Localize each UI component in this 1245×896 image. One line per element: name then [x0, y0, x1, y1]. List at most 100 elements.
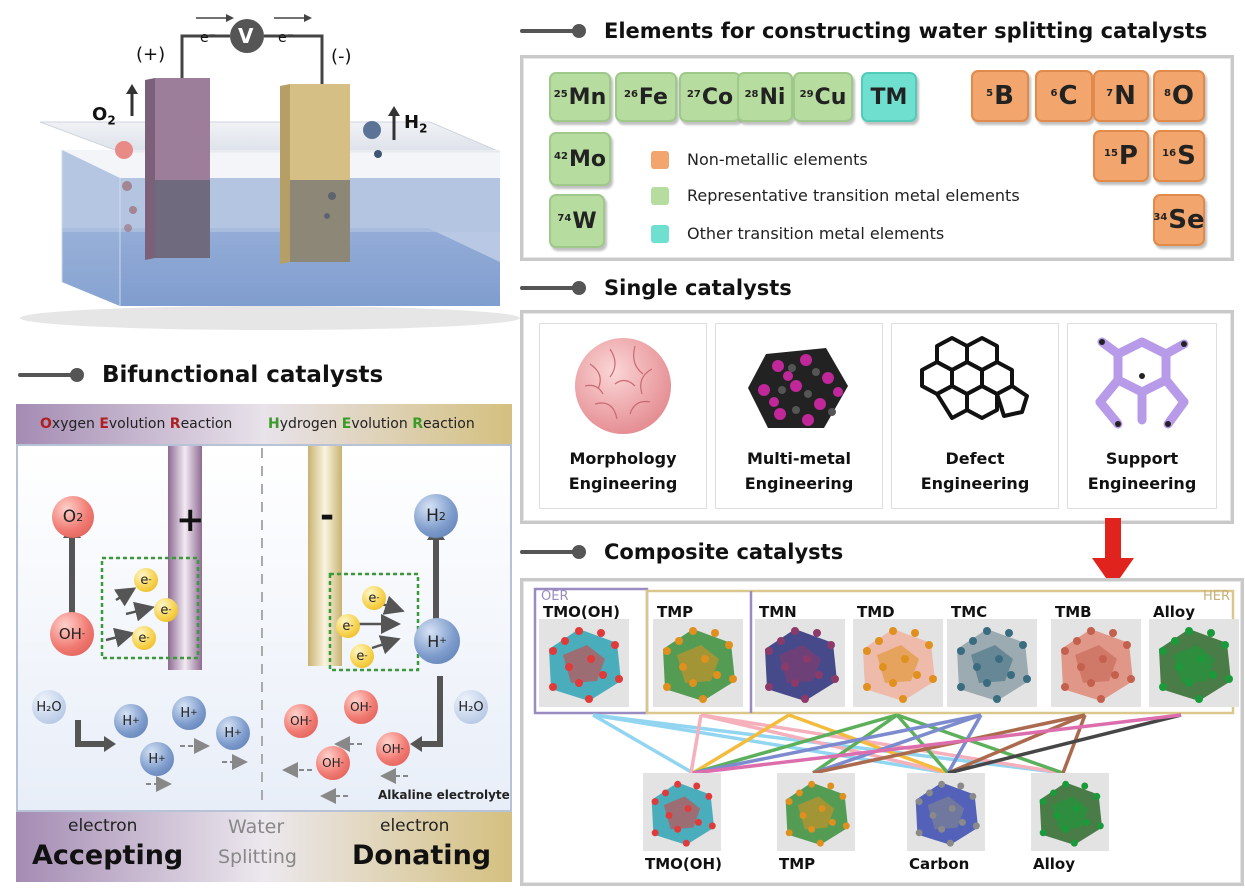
anode-sign: (+) — [136, 44, 166, 65]
element-tile-p: 15 P — [1093, 130, 1149, 182]
reaction-diagram — [63, 446, 445, 808]
element-symbol: P — [1118, 141, 1138, 171]
composite-bottom-label: TMO(OH) — [645, 855, 722, 873]
donating-small: electron — [380, 816, 450, 836]
element-tile-ni: 28 Ni — [737, 72, 793, 122]
atomic-number: 74 — [557, 212, 572, 224]
accepting-small: electron — [68, 816, 138, 836]
composite-bottom-tmooh-structure — [643, 773, 721, 851]
element-symbol: Ni — [759, 84, 786, 110]
oh-ion-1: OH - — [284, 704, 318, 738]
single-section-header: Single catalysts — [520, 276, 792, 300]
element-tile-w: 74 W — [549, 194, 605, 248]
element-tile-se: 34 Se — [1153, 194, 1205, 246]
composite-top-label: TMB — [1055, 603, 1092, 621]
single-panel: Morphology Engineering Multi-metal Enginee… — [520, 310, 1234, 524]
multimetal-cluster-icon — [748, 348, 848, 428]
composite-top-label: TMD — [857, 603, 895, 621]
legend-swatch — [651, 150, 669, 169]
support-to-composite-arrow — [1088, 518, 1138, 594]
defect-graphene-icon — [920, 336, 1029, 420]
electron-her-1: e- — [362, 586, 386, 610]
h2-gas-label: H2 — [404, 112, 428, 136]
splitting-label: Splitting — [218, 846, 297, 868]
accepting-big: Accepting — [32, 840, 184, 871]
elements-section-header: Elements for constructing water splittin… — [520, 19, 1207, 43]
crystal-structure-icon — [765, 627, 839, 703]
h2o-molecule-left: H₂O — [32, 690, 66, 724]
composite-section-header: Composite catalysts — [520, 540, 843, 564]
composite-bottom-label: TMP — [779, 855, 816, 873]
single-title: Single catalysts — [604, 276, 792, 300]
composite-bottom-alloy-structure — [1031, 773, 1109, 851]
composite-panel: OER HER TMO(OH) TMP TMN TMD TMC TMB Alloy TMO(… — [520, 578, 1244, 886]
composite-top-tmn-structure — [755, 619, 845, 707]
her-tag: HER — [1203, 589, 1231, 604]
crystal-structure-icon — [651, 780, 716, 847]
element-symbol: B — [994, 81, 1014, 111]
card-support-label: Support Engineering — [1087, 449, 1197, 493]
element-tile-mo: 42 Mo — [549, 132, 611, 186]
legend-item-representative: Representative transition metal elements — [651, 186, 1020, 205]
electrolyte-label: Alkaline electrolyte — [378, 788, 510, 802]
legend-item-other: Other transition metal elements — [651, 224, 944, 243]
composite-bottom-tmp-structure — [777, 773, 855, 851]
card-multimetal: Multi-metal Engineering — [715, 323, 883, 509]
h2o-molecule-right: H₂O — [454, 690, 488, 724]
hplus-ion-1: H + — [114, 704, 148, 738]
bifunctional-title: Bifunctional catalysts — [102, 362, 384, 388]
atomic-number: 6 — [1050, 87, 1058, 99]
composite-top-label: TMC — [951, 603, 988, 621]
her-heading: Hydrogen Evolution Reaction — [268, 416, 475, 432]
atomic-number: 25 — [553, 88, 568, 100]
composite-top-tmb-structure — [1051, 619, 1141, 707]
composite-top-label: Alloy — [1153, 603, 1195, 621]
element-symbol: Mo — [568, 146, 606, 172]
electron-oer-2: e- — [154, 598, 178, 622]
voltmeter-label: V — [238, 24, 254, 48]
crystal-structure-icon — [915, 780, 980, 847]
support-framework-icon — [1095, 337, 1189, 429]
composite-top-alloy-structure — [1149, 619, 1239, 707]
element-tile-co: 27 Co — [679, 72, 741, 122]
flower-sphere-icon — [575, 338, 671, 434]
oh-ion-4: OH - — [376, 732, 410, 766]
card-defect-label: Defect Engineering — [920, 449, 1030, 493]
elements-panel: 25 Mn 26 Fe 27 Co 28 Ni 29 Cu TM 42 Mo 74 W 5 B 6 C 7 N 8 O 15 P… — [520, 55, 1234, 261]
cathode-sign: (-) — [331, 46, 352, 67]
legend-item-nonmetal: Non-metallic elements — [651, 150, 868, 169]
element-symbol: C — [1058, 81, 1078, 111]
composite-top-label: TMN — [759, 603, 797, 621]
crystal-structure-icon — [957, 627, 1031, 703]
bifunctional-panel: Oxygen Evolution Reaction Hydrogen Evolu… — [16, 404, 512, 882]
crystal-structure-icon — [663, 627, 737, 703]
composite-top-label: TMO(OH) — [543, 603, 620, 621]
composite-top-tmd-structure — [853, 619, 943, 707]
element-symbol: Se — [1168, 205, 1205, 235]
water-label: Water — [228, 816, 285, 838]
element-symbol: TM — [870, 84, 908, 110]
composite-top-tmc-structure — [947, 619, 1037, 707]
o2-gas-label: O2 — [92, 104, 116, 128]
composite-bottom-label: Alloy — [1033, 855, 1075, 873]
hplus-ion-4: H + — [216, 716, 250, 750]
crystal-structure-icon — [1061, 627, 1135, 703]
element-symbol: Fe — [638, 84, 668, 110]
crystal-structure-icon — [1039, 780, 1104, 847]
element-symbol: N — [1114, 81, 1136, 111]
composite-bottom-label: Carbon — [909, 855, 970, 873]
element-tile-mn: 25 Mn — [549, 72, 611, 122]
plus-sign: + — [176, 500, 205, 540]
composite-top-label: TMP — [657, 603, 694, 621]
hplus-ion-her: H + — [414, 618, 460, 664]
atomic-number: 16 — [1162, 147, 1177, 159]
crystal-structure-icon — [549, 627, 623, 703]
element-symbol: Mn — [568, 84, 607, 110]
bifunctional-section-header: Bifunctional catalysts — [18, 362, 383, 388]
electron-her-3: e- — [350, 644, 374, 668]
composite-bottom-carbon-structure — [907, 773, 985, 851]
minus-sign: - — [320, 496, 335, 536]
